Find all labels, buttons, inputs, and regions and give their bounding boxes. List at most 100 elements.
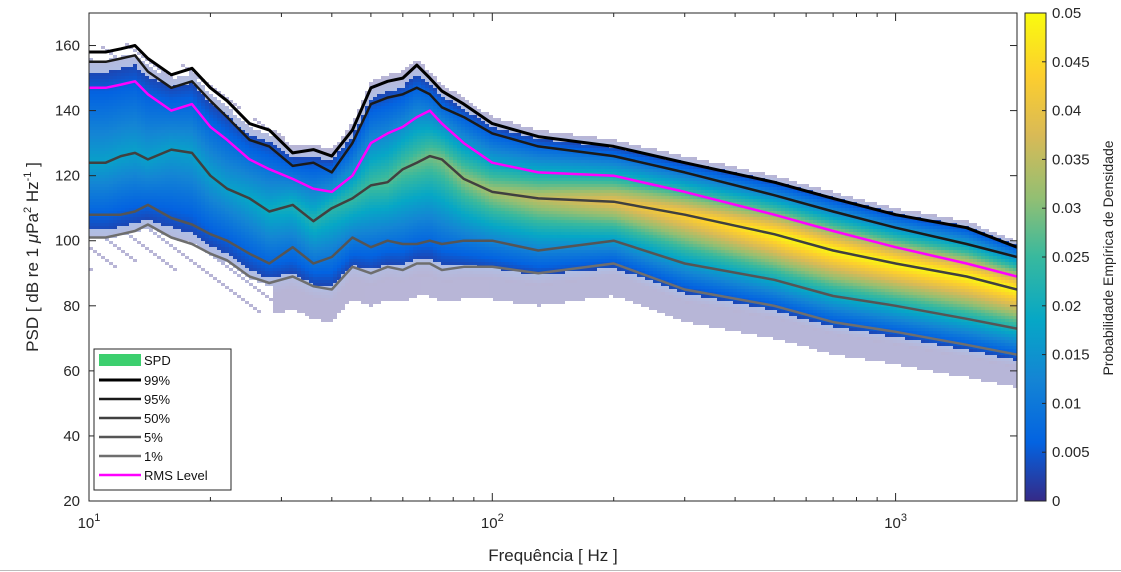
spd-cell: [265, 142, 269, 145]
spd-cell: [209, 229, 213, 232]
spd-cell: [329, 223, 333, 226]
spd-cell: [165, 127, 169, 130]
spd-cell: [249, 154, 253, 157]
spd-cell: [285, 244, 289, 247]
spd-cell: [229, 205, 233, 208]
spd-cell: [185, 175, 189, 178]
spd-cell: [277, 163, 281, 166]
spd-cell: [337, 193, 341, 196]
spd-cell: [125, 172, 129, 175]
spd-cell: [285, 283, 289, 286]
spd-cell: [353, 184, 357, 187]
spd-cell: [141, 187, 145, 190]
spd-cell: [405, 142, 409, 145]
spd-cell: [377, 106, 381, 109]
spd-cell: [413, 151, 417, 154]
spd-cell: [157, 88, 161, 91]
spd-cell: [385, 103, 389, 106]
spd-cell: [129, 133, 133, 136]
spd-cell: [89, 100, 93, 103]
spd-cell: [101, 82, 105, 85]
spd-cell: [117, 223, 121, 226]
spd-cell: [157, 169, 161, 172]
spd-cell: [165, 166, 169, 169]
spd-cell: [229, 187, 233, 190]
spd-cell: [293, 307, 297, 310]
spd-cell: [393, 238, 397, 241]
spd-cell: [329, 148, 333, 151]
spd-cell: [181, 127, 185, 130]
spd-cell: [309, 172, 313, 175]
spd-cell: [97, 142, 101, 145]
spd-cell: [413, 169, 417, 172]
spd-cell: [305, 169, 309, 172]
spd-cell: [373, 205, 377, 208]
spd-cell: [169, 214, 173, 217]
spd-cell: [405, 226, 409, 229]
spd-cell: [221, 178, 225, 181]
spd-cell: [241, 187, 245, 190]
spd-cell: [117, 187, 121, 190]
spd-cell: [385, 259, 389, 262]
spd-cell: [245, 229, 249, 232]
spd-cell: [101, 142, 105, 145]
spd-cell: [97, 112, 101, 115]
spd-cell: [293, 280, 297, 283]
spd-cell: [309, 295, 313, 298]
spd-cell: [217, 142, 221, 145]
spd-cell: [217, 244, 221, 247]
spd-cell: [237, 202, 241, 205]
spd-cell: [233, 172, 237, 175]
spd-cell: [241, 202, 245, 205]
spd-cell: [137, 52, 141, 55]
spd-cell: [109, 205, 113, 208]
spd-cell: [137, 67, 141, 70]
spd-cell: [301, 229, 305, 232]
spd-cell: [413, 193, 417, 196]
spd-cell: [149, 151, 153, 154]
spd-cell: [205, 118, 209, 121]
spd-cell: [373, 148, 377, 151]
spd-cell: [413, 106, 417, 109]
spd-cell: [117, 145, 121, 148]
spd-cell: [397, 175, 401, 178]
spd-cell: [365, 253, 369, 256]
spd-cell: [133, 154, 137, 157]
spd-cell: [341, 307, 345, 310]
spd-cell: [89, 106, 93, 109]
spd-cell: [89, 196, 93, 199]
spd-cell: [385, 220, 389, 223]
spd-cell: [377, 301, 381, 304]
spd-cell: [193, 148, 197, 151]
spd-cell: [401, 151, 405, 154]
spd-cell: [349, 163, 353, 166]
spd-cell: [189, 217, 193, 220]
spd-cell: [389, 103, 393, 106]
spd-cell: [393, 73, 397, 76]
spd-cell: [325, 292, 329, 295]
spd-cell: [377, 175, 381, 178]
spd-cell: [97, 175, 101, 178]
spd-cell: [193, 130, 197, 133]
spd-cell: [309, 262, 313, 265]
spd-cell: [361, 244, 365, 247]
spd-cell: [397, 292, 401, 295]
spd-cell: [317, 205, 321, 208]
spd-cell: [89, 154, 93, 157]
spd-cell: [397, 283, 401, 286]
spd-cell: [213, 181, 217, 184]
spd-cell: [369, 139, 373, 142]
spd-cell: [121, 202, 125, 205]
spd-cell: [349, 298, 353, 301]
spd-cell: [257, 154, 261, 157]
spd-cell: [101, 256, 105, 259]
spd-cell: [253, 247, 257, 250]
spd-cell: [181, 118, 185, 121]
spd-cell: [177, 154, 181, 157]
spd-cell: [177, 121, 181, 124]
spd-cell: [205, 229, 209, 232]
spd-cell: [237, 160, 241, 163]
spd-cell: [121, 211, 125, 214]
spd-cell: [361, 109, 365, 112]
spd-cell: [137, 103, 141, 106]
